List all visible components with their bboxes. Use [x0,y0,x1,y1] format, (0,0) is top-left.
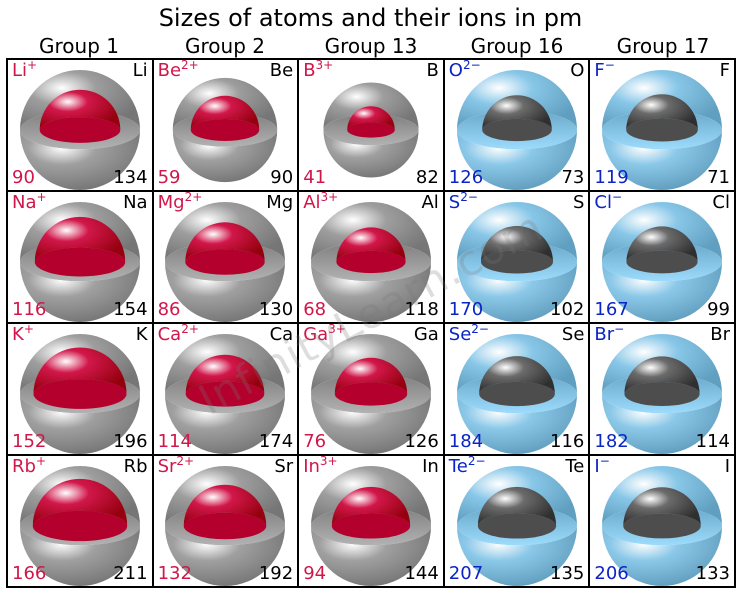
ion-radius-value: 182 [594,431,628,452]
atom-radius-value: 73 [561,167,584,188]
atom-cell-Al: Al3+ Al 68 118 [298,191,444,323]
atom-radius-value: 154 [113,299,147,320]
atom-radius-value: 144 [404,563,438,584]
atom-cell-Ca: Ca2+ Ca 114 174 [153,323,299,455]
atom-cell-Be: Be2+ Be 59 90 [153,59,299,191]
atom-radius-value: 135 [550,563,584,584]
atom-radius-value: 133 [696,563,730,584]
ion-radius-value: 166 [12,563,46,584]
atom-cell-Mg: Mg2+ Mg 86 130 [153,191,299,323]
atom-cell-Na: Na+ Na 116 154 [7,191,153,323]
atom-cell-Sr: Sr2+ Sr 132 192 [153,455,299,587]
atom-cell-Li: Li+ Li 90 134 [7,59,153,191]
ion-radius-value: 114 [158,431,192,452]
group-header: Group 2 [152,34,298,58]
atom-cell-Rb: Rb+ Rb 166 211 [7,455,153,587]
atom-cell-Cl: Cl− Cl 167 99 [589,191,735,323]
ion-radius-value: 206 [594,563,628,584]
ion-radius-value: 184 [449,431,483,452]
ion-radius-value: 152 [12,431,46,452]
atom-cell-Se: Se2− Se 184 116 [444,323,590,455]
group-header: Group 1 [6,34,152,58]
ion-label: B3+ [303,62,333,80]
ion-radius-value: 90 [12,167,35,188]
atom-cell-K: K+ K 152 196 [7,323,153,455]
ion-radius-value: 94 [303,563,326,584]
ion-radius-value: 59 [158,167,181,188]
atom-cell-In: In3+ In 94 144 [298,455,444,587]
group-header: Group 16 [444,34,590,58]
atom-cell-I: I− I 206 133 [589,455,735,587]
group-header-row: Group 1 Group 2 Group 13 Group 16 Group … [6,34,736,58]
atom-cell-B: B3+ B 41 82 [298,59,444,191]
ion-radius-value: 167 [594,299,628,320]
atom-radius-value: 82 [416,167,439,188]
atom-radius-value: 118 [404,299,438,320]
atom-radius-value: 130 [259,299,293,320]
chart-title: Sizes of atoms and their ions in pm [0,0,741,34]
atom-label: B [426,62,438,80]
atom-cell-O: O2− O 126 73 [444,59,590,191]
atom-radius-value: 116 [550,431,584,452]
ion-radius-value: 76 [303,431,326,452]
atom-radius-value: 211 [113,563,147,584]
atom-radius-value: 174 [259,431,293,452]
atom-cell-F: F− F 119 71 [589,59,735,191]
atom-cell-Te: Te2− Te 207 135 [444,455,590,587]
ion-radius-value: 126 [449,167,483,188]
atom-radius-value: 134 [113,167,147,188]
atom-radius-value: 126 [404,431,438,452]
ion-radius-value: 116 [12,299,46,320]
atom-cell-Ga: Ga3+ Ga 76 126 [298,323,444,455]
atom-label: I [725,458,730,476]
atom-radius-value: 196 [113,431,147,452]
atom-size-grid: Li+ Li 90 134 Be2+ Be [6,58,736,588]
ion-radius-value: 41 [303,167,326,188]
atom-cell-Br: Br− Br 182 114 [589,323,735,455]
sphere-icon [321,81,420,180]
ion-radius-value: 207 [449,563,483,584]
atom-radius-value: 90 [270,167,293,188]
ion-radius-value: 170 [449,299,483,320]
atom-radius-value: 192 [259,563,293,584]
atom-radius-value: 99 [707,299,730,320]
atom-cell-S: S2− S 170 102 [444,191,590,323]
atom-radius-value: 114 [696,431,730,452]
ion-radius-value: 68 [303,299,326,320]
group-header: Group 17 [590,34,736,58]
ion-radius-value: 86 [158,299,181,320]
ion-radius-value: 132 [158,563,192,584]
atom-radius-value: 102 [550,299,584,320]
atom-radius-value: 71 [707,167,730,188]
sphere-icon [171,76,279,184]
ion-radius-value: 119 [594,167,628,188]
group-header: Group 13 [298,34,444,58]
